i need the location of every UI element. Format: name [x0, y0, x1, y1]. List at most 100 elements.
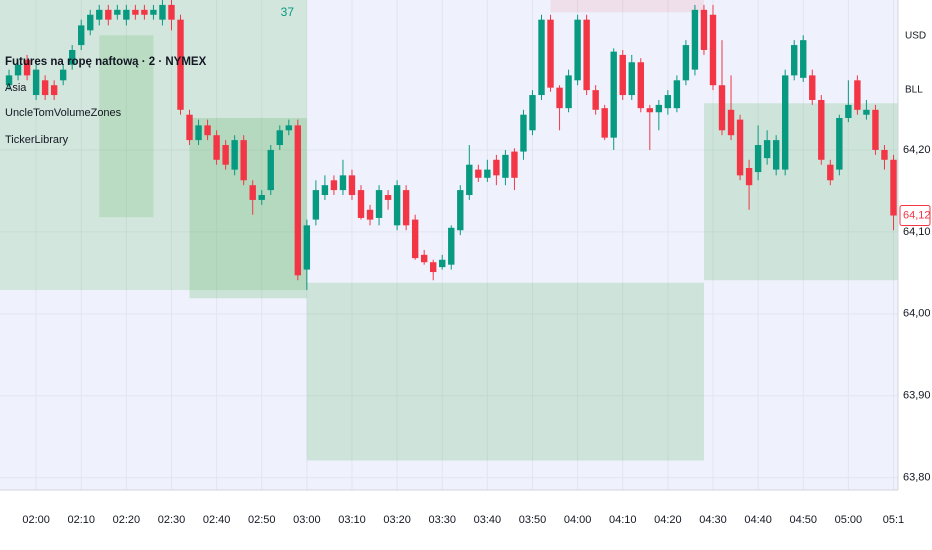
- annotation: 37: [281, 5, 295, 19]
- candle-body: [736, 119, 744, 176]
- indicator-label: UncleTomVolumeZones: [5, 107, 122, 119]
- x-tick-label: 02:40: [203, 514, 231, 526]
- candle-body: [772, 140, 780, 170]
- candle-body: [249, 185, 256, 200]
- volume-zone: [189, 117, 307, 299]
- candle-body: [213, 135, 220, 160]
- candle-body: [439, 259, 446, 268]
- candle-body: [655, 104, 663, 113]
- candle-body: [547, 19, 554, 88]
- candle-body: [745, 167, 753, 186]
- candle-body: [610, 51, 617, 138]
- candle-body: [664, 95, 672, 109]
- volume-zone: [306, 282, 704, 461]
- candle-body: [791, 45, 798, 76]
- candle-body: [294, 125, 302, 276]
- candle-body: [457, 190, 464, 231]
- candle-body: [384, 195, 392, 200]
- x-tick-label: 04:40: [744, 514, 772, 526]
- candle-body: [872, 109, 879, 150]
- candle-body: [836, 117, 843, 170]
- candle-body: [574, 19, 581, 81]
- candle-body: [466, 164, 473, 196]
- candle-body: [114, 9, 121, 15]
- candle-body: [718, 85, 726, 131]
- x-tick-label: 04:00: [564, 514, 592, 526]
- x-tick-label: 04:10: [609, 514, 637, 526]
- candle-body: [411, 219, 419, 259]
- indicator-label: TickerLibrary: [5, 134, 69, 146]
- candle-body: [565, 75, 572, 109]
- candle-body: [818, 99, 825, 160]
- candle-body: [132, 9, 139, 15]
- y-tick-label: 64,10: [903, 226, 931, 238]
- x-tick-label: 04:30: [699, 514, 727, 526]
- candle-body: [601, 108, 608, 138]
- candle-body: [87, 14, 94, 31]
- candle-body: [177, 19, 184, 110]
- candle-body: [511, 151, 518, 178]
- candle-body: [276, 130, 283, 146]
- candle-body: [484, 169, 491, 178]
- candle-body: [493, 159, 500, 176]
- candle-body: [69, 49, 76, 65]
- candle-body: [32, 69, 40, 96]
- candle-body: [285, 125, 293, 131]
- candle-body: [673, 80, 681, 109]
- candle-body: [50, 85, 58, 96]
- candle-body: [809, 75, 816, 100]
- candle-body: [538, 19, 545, 96]
- candle-body: [881, 149, 888, 160]
- indicator-label: Asia: [5, 82, 27, 94]
- candle-body: [267, 149, 274, 191]
- unit-label: BLL: [905, 85, 923, 96]
- candle-body: [23, 59, 31, 76]
- x-tick-label: 02:50: [248, 514, 276, 526]
- candle-body: [348, 175, 356, 196]
- candle-body: [222, 145, 229, 165]
- candle-body: [168, 4, 175, 20]
- x-tick-label: 05:00: [835, 514, 863, 526]
- volume-zone: [703, 103, 898, 281]
- candle-body: [258, 195, 265, 200]
- candle-body: [14, 64, 22, 76]
- candle-body: [682, 45, 690, 81]
- candle-body: [845, 104, 852, 118]
- candle-body: [800, 40, 807, 78]
- candle-body: [105, 9, 112, 20]
- candle-body: [763, 140, 771, 159]
- candle-body: [312, 190, 320, 220]
- currency-label: USD: [905, 31, 926, 42]
- candle-body: [520, 114, 527, 152]
- candle-body: [41, 80, 49, 96]
- candle-body: [646, 108, 654, 113]
- candle-body: [204, 125, 211, 136]
- x-tick-label: 02:10: [67, 514, 95, 526]
- last-price-box: [899, 205, 931, 227]
- x-tick-label: 03:20: [383, 514, 411, 526]
- y-tick-label: 64,00: [903, 308, 931, 320]
- x-tick-label: 03:10: [338, 514, 366, 526]
- candle-body: [448, 227, 455, 265]
- x-tick-label: 05:1: [883, 514, 904, 526]
- candle-body: [59, 69, 67, 81]
- x-tick-label: 02:00: [22, 514, 50, 526]
- candle-body: [709, 14, 717, 86]
- legend-title: Futures na ropę naftową · 2 · NYMEX: [5, 56, 207, 68]
- candle-body: [357, 190, 365, 218]
- candle-body: [123, 9, 130, 20]
- candle-body: [330, 180, 338, 191]
- candle-body: [430, 262, 437, 273]
- candle-body: [78, 25, 85, 46]
- candle-body: [628, 62, 635, 96]
- last-price-label: 64,12: [903, 209, 931, 221]
- candle-body: [420, 254, 428, 263]
- candle-body: [754, 145, 762, 173]
- y-tick-label: 64,20: [903, 144, 931, 156]
- candle-body: [556, 87, 563, 109]
- candle-body: [402, 190, 410, 226]
- candle-body: [700, 9, 708, 50]
- candle-body: [96, 9, 103, 20]
- x-tick-label: 03:30: [428, 514, 456, 526]
